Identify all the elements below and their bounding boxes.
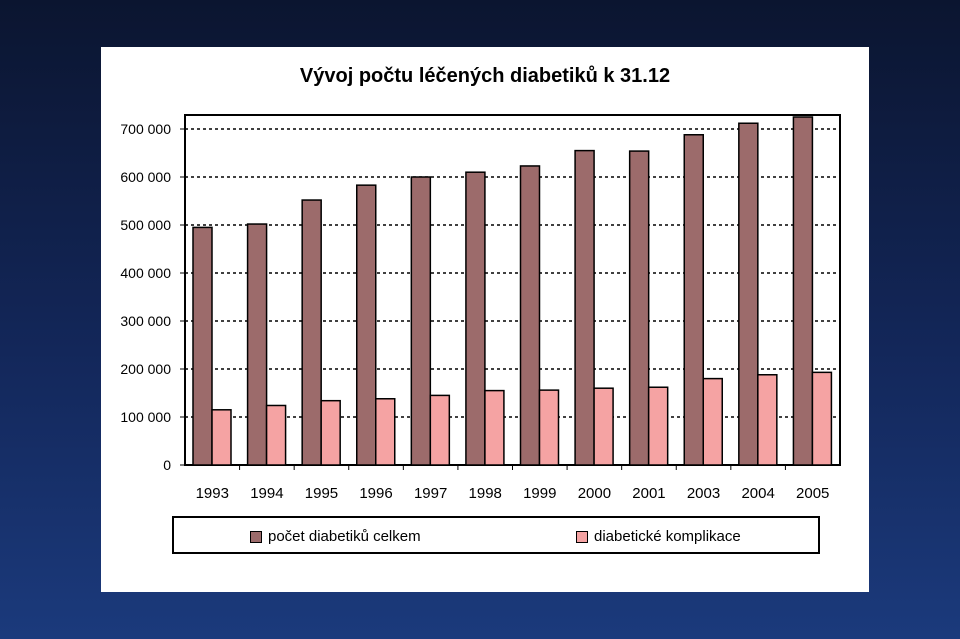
x-tick-label: 1993 [196,485,229,502]
bar-complications [702,377,723,466]
legend-item-total: počet diabetiků celkem [250,528,421,545]
bar-chart: 0 100 000 200 000 300 000 400 000 500 000 600 … [120,114,841,502]
bar-complications [647,386,669,466]
y-tick-label: 0 [163,457,171,473]
legend-label-complications: diabetické komplikace [594,528,741,545]
y-tick-label: 500 000 [120,217,171,233]
legend-swatch-complications [576,530,588,543]
legend-swatch-total [250,530,262,543]
bar-total [192,226,213,466]
y-tick-label: 100 000 [120,409,171,425]
bar-complications [757,374,778,466]
bar-complications [811,371,833,466]
x-tick-label: 2001 [632,485,665,502]
bar-complications [429,394,451,466]
bar-complications [538,389,560,466]
bar-complications [484,389,505,466]
bar-total [628,150,650,466]
y-tick-label: 300 000 [120,313,171,329]
chart-title: Vývoj počtu léčených diabetiků k 31.12 [299,65,671,87]
x-tick-label: 2004 [741,485,774,502]
x-tick-label: 1999 [523,485,556,502]
chart-legend: počet diabetiků celkem diabetické kompli… [172,516,820,554]
bar-complications [211,409,232,466]
bar-complications [375,398,396,466]
x-tick-label: 1998 [469,485,502,502]
bar-total [301,199,322,466]
x-tick-label: 2005 [796,485,829,502]
bar-total [683,134,704,466]
bar-total [465,171,486,466]
bar-total [738,122,759,466]
bar-total [246,223,268,466]
x-tick-label: 1995 [305,485,338,502]
bar-total [792,116,814,466]
legend-item-complications: diabetické komplikace [576,528,741,545]
x-tick-label: 2003 [687,485,720,502]
chart-panel: Vývoj počtu léčených diabetiků k 31.12 0… [101,47,869,592]
legend-label-total: počet diabetiků celkem [268,528,421,545]
bar-total [519,165,541,466]
x-tick-label: 1996 [359,485,392,502]
bar-complications [320,399,341,466]
bar-total [410,176,432,466]
x-tick-label: 1997 [414,485,447,502]
bar-total [574,149,595,466]
bar-complications [593,387,614,466]
y-tick-label: 200 000 [120,361,171,377]
bar-complications [265,404,287,466]
x-tick-label: 1994 [250,485,283,502]
bar-total [356,184,377,466]
y-tick-label: 600 000 [120,169,171,185]
y-tick-label: 400 000 [120,265,171,281]
x-tick-label: 2000 [578,485,611,502]
y-tick-label: 700 000 [120,121,171,137]
